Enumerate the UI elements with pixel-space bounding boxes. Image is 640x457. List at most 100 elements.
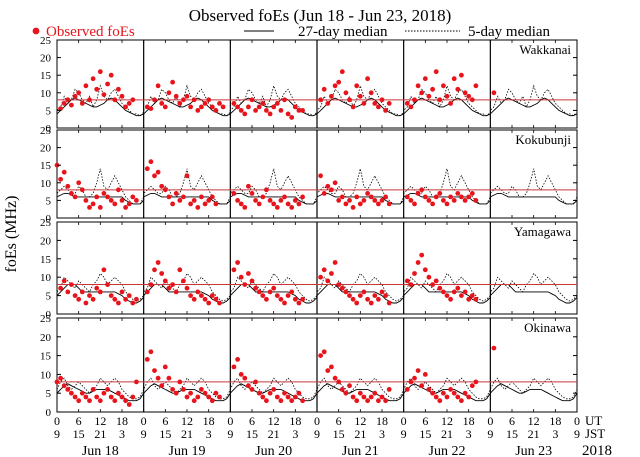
observed-point xyxy=(325,368,331,373)
observed-point xyxy=(69,390,74,396)
observed-point xyxy=(433,278,439,284)
observed-point xyxy=(199,293,204,298)
observed-point xyxy=(264,108,269,113)
observed-point xyxy=(274,394,280,400)
observed-point xyxy=(415,191,421,196)
observed-point xyxy=(412,201,417,207)
observed-point xyxy=(444,93,450,99)
observed-point xyxy=(202,101,208,106)
observed-point xyxy=(260,293,266,298)
observed-point xyxy=(130,194,136,200)
observed-point xyxy=(278,198,284,203)
observed-point xyxy=(108,72,114,78)
observed-point xyxy=(278,398,284,404)
observed-point xyxy=(246,183,251,189)
observed-point xyxy=(462,390,468,396)
observed-point xyxy=(444,201,450,207)
observed-point xyxy=(350,296,356,302)
observed-point xyxy=(350,394,356,400)
observed-point xyxy=(318,173,323,179)
observed-point xyxy=(166,375,172,381)
observed-point xyxy=(339,194,345,200)
ut-tick-label: 0 xyxy=(574,414,580,428)
day-label: Jun 23 xyxy=(515,444,552,457)
observed-point xyxy=(144,357,150,362)
observed-point xyxy=(101,92,107,97)
ut-tick-label: 18 xyxy=(289,414,301,428)
jst-tick-label: 21 xyxy=(94,427,106,441)
observed-point xyxy=(376,296,381,302)
observed-point xyxy=(368,194,374,200)
observed-point xyxy=(199,387,204,392)
observed-point xyxy=(173,93,179,99)
observed-point xyxy=(347,97,352,103)
observed-point xyxy=(383,194,388,200)
observed-point xyxy=(213,390,219,396)
observed-point xyxy=(162,187,168,193)
observed-point xyxy=(126,402,132,407)
observed-point xyxy=(144,289,150,295)
observed-point xyxy=(242,111,248,117)
observed-point xyxy=(426,198,432,203)
observed-point xyxy=(365,191,370,196)
observed-point xyxy=(318,97,323,103)
jst-tick-label: 9 xyxy=(574,427,580,441)
observed-point xyxy=(253,198,258,203)
station-label: Wakkanai xyxy=(519,42,571,57)
observed-point xyxy=(112,398,118,404)
observed-point xyxy=(354,83,360,89)
observed-point xyxy=(195,205,201,210)
observed-point xyxy=(260,194,266,200)
observed-point xyxy=(173,191,179,196)
observed-point xyxy=(264,398,269,404)
observed-point xyxy=(318,353,323,358)
observed-point xyxy=(271,387,277,392)
observed-point xyxy=(61,383,67,389)
observed-point xyxy=(123,296,128,302)
observed-point xyxy=(321,191,327,196)
observed-point xyxy=(235,198,241,203)
observed-point xyxy=(249,387,255,392)
y-tick-label: 25 xyxy=(40,217,52,229)
day-label: Jun 20 xyxy=(255,444,292,457)
y-tick-label: 15 xyxy=(40,254,52,266)
observed-point xyxy=(108,394,114,400)
observed-point xyxy=(202,390,208,396)
median27-line xyxy=(56,383,578,402)
observed-point xyxy=(459,293,464,298)
ut-tick-label: 18 xyxy=(376,414,388,428)
observed-point xyxy=(101,390,107,396)
observed-point xyxy=(72,93,78,99)
observed-point xyxy=(491,90,497,96)
station-label: Yamagawa xyxy=(514,224,571,239)
y-tick-label: 0 xyxy=(46,309,52,321)
observed-point xyxy=(249,97,255,103)
observed-point xyxy=(372,293,378,298)
observed-point xyxy=(469,191,475,196)
observed-point xyxy=(217,394,222,400)
observed-point xyxy=(173,390,179,396)
observed-point xyxy=(123,205,128,210)
ut-tick-label: 0 xyxy=(227,414,233,428)
observed-point xyxy=(430,86,435,92)
observed-point xyxy=(473,296,479,302)
day-label: Jun 19 xyxy=(169,444,206,457)
observed-point xyxy=(65,183,71,189)
observed-point xyxy=(249,191,255,196)
observed-point xyxy=(368,90,374,96)
observed-point xyxy=(361,198,367,203)
jst-tick-label: 15 xyxy=(159,427,171,441)
observed-point xyxy=(289,398,295,404)
observed-point xyxy=(101,267,107,273)
observed-point xyxy=(148,349,154,355)
observed-point xyxy=(433,194,439,200)
observed-point xyxy=(419,187,425,193)
observed-point xyxy=(119,93,125,99)
observed-point xyxy=(379,97,385,103)
observed-point xyxy=(339,387,345,392)
observed-point xyxy=(296,201,302,207)
jst-tick-label: 3 xyxy=(466,427,472,441)
observed-point xyxy=(343,390,349,396)
observed-point xyxy=(188,293,194,298)
